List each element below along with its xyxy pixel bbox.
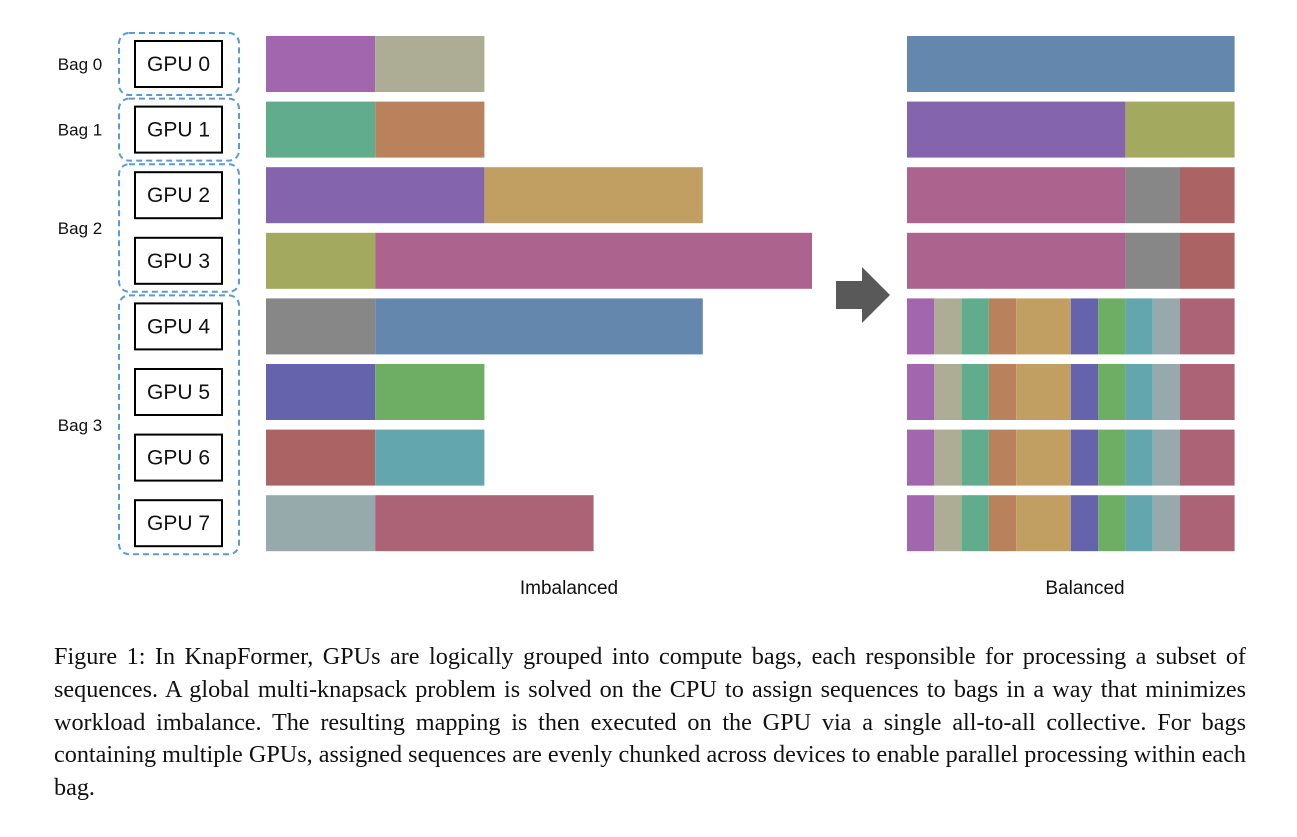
balanced-segment bbox=[988, 429, 1017, 486]
balanced-segment bbox=[907, 167, 1126, 224]
balanced-segment bbox=[1098, 364, 1126, 420]
gpu-label: GPU 5 bbox=[147, 381, 210, 404]
balanced-segment bbox=[907, 429, 935, 486]
balanced-segment bbox=[1016, 298, 1071, 355]
balanced-segment bbox=[988, 298, 1017, 355]
imbalanced-segment bbox=[375, 298, 703, 355]
gpu-label: GPU 0 bbox=[147, 53, 210, 76]
figure-caption: Figure 1: In KnapFormer, GPUs are logica… bbox=[54, 643, 1246, 802]
gpu-box bbox=[134, 236, 223, 285]
gpu-label: GPU 3 bbox=[147, 250, 210, 273]
gpu-box bbox=[134, 433, 223, 482]
balanced-segment bbox=[1180, 364, 1235, 420]
imbalanced-segment bbox=[375, 495, 594, 552]
balanced-segment bbox=[1180, 298, 1235, 355]
gpu-box bbox=[134, 302, 223, 351]
balanced-segment bbox=[1070, 364, 1099, 420]
balanced-segment bbox=[988, 364, 1017, 420]
balanced-segment bbox=[1125, 495, 1153, 552]
balanced-segment bbox=[934, 364, 962, 420]
imbalanced-segment bbox=[375, 232, 812, 289]
bag-groups: Bag 0 Bag 1 Bag 2 Bag 3 bbox=[58, 32, 240, 556]
gpu-label: GPU 4 bbox=[147, 315, 210, 338]
gpu-box bbox=[134, 105, 223, 154]
balanced-segment bbox=[907, 495, 935, 552]
imbalanced-segment bbox=[266, 167, 485, 224]
balanced-segment bbox=[961, 429, 989, 486]
balanced-segment bbox=[907, 101, 1126, 158]
balanced-segment bbox=[907, 364, 935, 420]
balanced-segment bbox=[961, 298, 989, 355]
balanced-segment bbox=[961, 495, 989, 552]
balanced-segment bbox=[1070, 298, 1099, 355]
gpu-box bbox=[134, 499, 223, 548]
balanced-segment bbox=[1180, 232, 1235, 289]
balanced-segment bbox=[1125, 101, 1235, 158]
balanced-segment bbox=[1016, 495, 1071, 552]
bag-label: Bag 3 bbox=[58, 416, 102, 435]
balanced-segment bbox=[1098, 298, 1126, 355]
balanced-segment bbox=[1016, 429, 1071, 486]
imbalanced-segment bbox=[375, 364, 485, 420]
balanced-segment bbox=[1180, 495, 1235, 552]
gpu-box bbox=[134, 171, 223, 220]
imbalanced-segment bbox=[266, 36, 376, 92]
balanced-segment bbox=[1152, 495, 1180, 552]
imbalanced-label: Imbalanced bbox=[520, 578, 618, 599]
balanced-segment bbox=[1125, 364, 1153, 420]
balanced-segment bbox=[934, 495, 962, 552]
bag-label: Bag 0 bbox=[58, 55, 102, 74]
balanced-segment bbox=[934, 429, 962, 486]
imbalanced-segment bbox=[375, 36, 485, 92]
bag-group bbox=[118, 97, 240, 162]
bag-label: Bag 1 bbox=[58, 121, 102, 140]
balanced-segment bbox=[1098, 429, 1126, 486]
balanced-segment bbox=[1125, 167, 1180, 224]
gpu-box bbox=[134, 368, 223, 416]
gpu-label: GPU 1 bbox=[147, 119, 210, 142]
balanced-segment bbox=[1152, 429, 1180, 486]
gpu-label: GPU 6 bbox=[147, 447, 210, 470]
imbalanced-segment bbox=[266, 232, 376, 289]
balanced-segment bbox=[1016, 364, 1071, 420]
balanced-segment bbox=[1098, 495, 1126, 552]
balanced-segment bbox=[1125, 429, 1153, 486]
balanced-segment bbox=[961, 364, 989, 420]
imbalanced-segment bbox=[484, 167, 703, 224]
gpu-box bbox=[134, 40, 223, 88]
balanced-segment bbox=[1070, 495, 1099, 552]
gpu-label: GPU 7 bbox=[147, 512, 210, 535]
bag-group bbox=[118, 32, 240, 96]
gpu-boxes: GPU 0 GPU 1 GPU 2 GPU 3 GPU 4 GPU 5 GPU 6 GPU 7 bbox=[134, 40, 223, 548]
imbalanced-segment bbox=[375, 101, 485, 158]
gpu-label: GPU 2 bbox=[147, 184, 210, 207]
imbalanced-panel bbox=[266, 36, 812, 552]
balanced-panel bbox=[907, 36, 1235, 552]
balanced-segment bbox=[907, 232, 1126, 289]
balanced-segment bbox=[1180, 429, 1235, 486]
balanced-segment bbox=[934, 298, 962, 355]
imbalanced-segment bbox=[266, 495, 376, 552]
balanced-label: Balanced bbox=[1045, 578, 1124, 599]
balanced-segment bbox=[1125, 298, 1153, 355]
bag-group bbox=[118, 294, 240, 556]
balanced-segment bbox=[1125, 232, 1180, 289]
bag-group bbox=[118, 163, 240, 293]
imbalanced-segment bbox=[375, 429, 485, 486]
balanced-segment bbox=[1152, 364, 1180, 420]
arrow-right-icon bbox=[836, 267, 890, 323]
balanced-segment bbox=[1152, 298, 1180, 355]
balanced-segment bbox=[1070, 429, 1099, 486]
imbalanced-segment bbox=[266, 101, 376, 158]
imbalanced-segment bbox=[266, 364, 376, 420]
imbalanced-segment bbox=[266, 298, 376, 355]
balanced-segment bbox=[1180, 167, 1235, 224]
imbalanced-segment bbox=[266, 429, 376, 486]
balanced-segment bbox=[988, 495, 1017, 552]
bag-label: Bag 2 bbox=[58, 219, 102, 238]
balanced-segment bbox=[907, 36, 1235, 92]
balanced-segment bbox=[907, 298, 935, 355]
